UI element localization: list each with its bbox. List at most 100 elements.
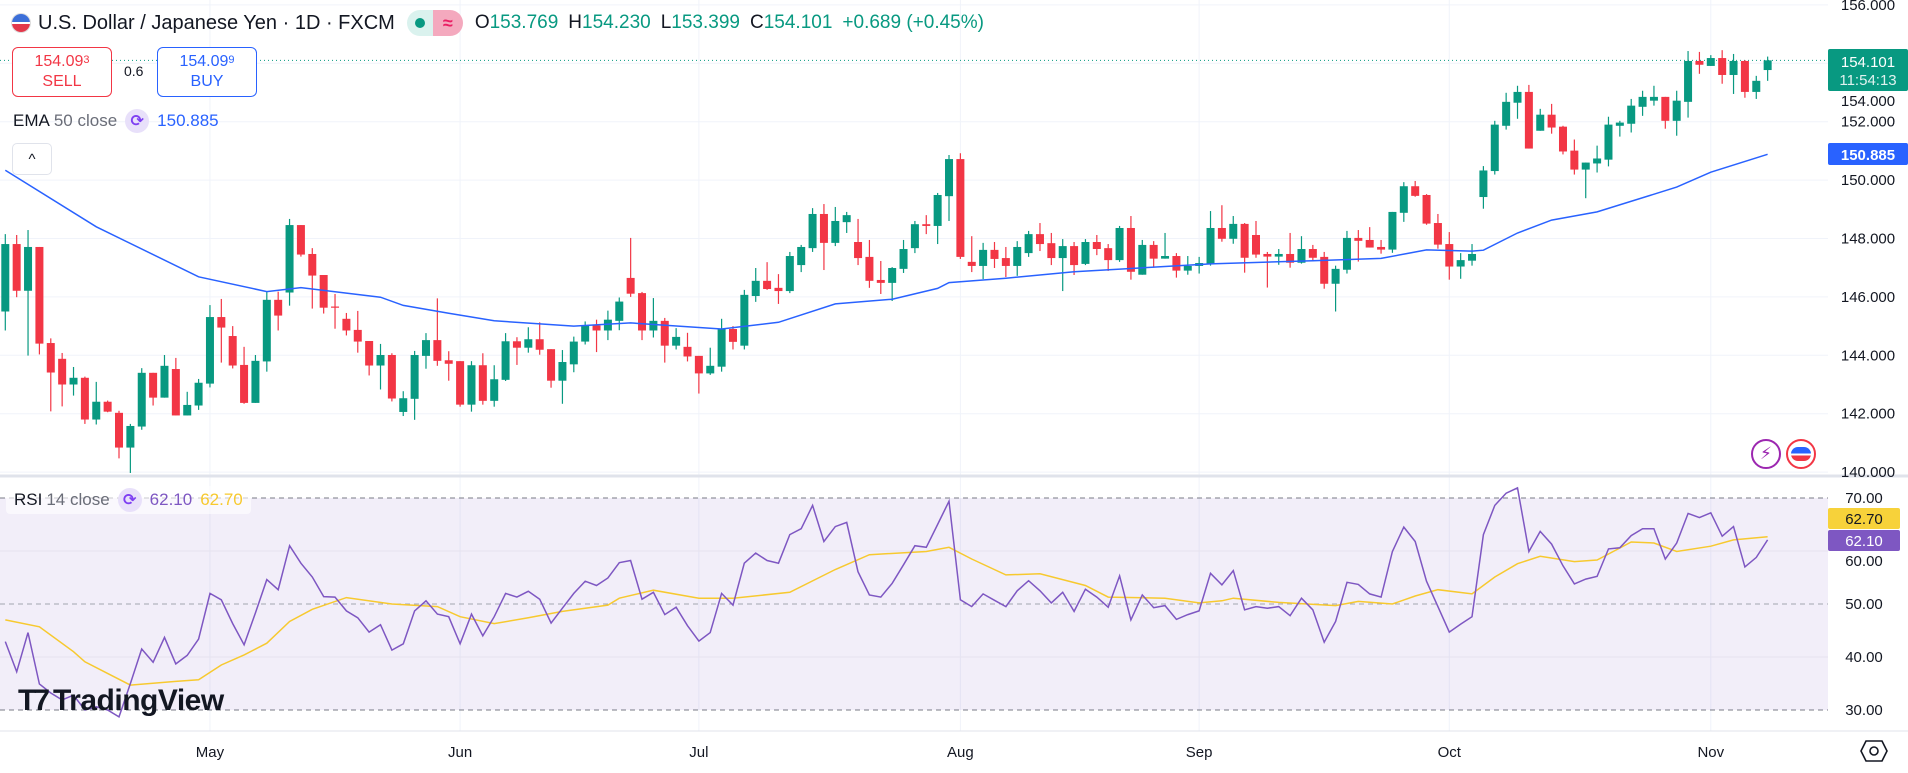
buy-pip: 9 — [228, 54, 235, 66]
candle-body — [979, 249, 988, 266]
candle-body — [1354, 237, 1363, 241]
candle-up — [899, 239, 908, 273]
us-flag-event-icon[interactable] — [1786, 439, 1816, 469]
candle-down — [217, 298, 226, 363]
candle-body — [1138, 244, 1147, 275]
candle-down — [274, 291, 283, 331]
candle-body — [58, 358, 67, 385]
time-tick-label: Aug — [947, 744, 974, 761]
candle-down — [1740, 60, 1749, 98]
last-price-badge: 154.101 11:54:13 — [1828, 49, 1908, 91]
candle-body — [342, 318, 351, 331]
candle-up — [797, 244, 806, 273]
price-tick-label: 144.000 — [1841, 347, 1895, 364]
candle-body — [1729, 60, 1738, 75]
market-status-badge[interactable]: ≈ — [406, 10, 463, 36]
candle-body — [1183, 265, 1192, 271]
rsi-name: RSI — [14, 490, 43, 509]
candle-body — [1308, 249, 1317, 258]
candle-body — [1058, 246, 1067, 259]
candle-body — [285, 225, 294, 293]
candle-body — [1502, 101, 1511, 126]
candle-up — [467, 361, 476, 412]
candle-down — [819, 204, 828, 271]
time-tick-label: Sep — [1186, 744, 1213, 761]
candle-down — [1320, 251, 1329, 289]
candle-body — [35, 246, 44, 344]
candle-up — [160, 355, 169, 398]
candle-down — [1433, 213, 1442, 249]
candle-down — [433, 298, 442, 366]
ema-legend[interactable]: EMA 50 close ⟳ 150.885 — [13, 109, 219, 133]
candle-down — [1570, 139, 1579, 175]
candle-up — [1456, 253, 1465, 279]
candle-down — [1558, 125, 1567, 155]
candle-body — [205, 317, 214, 384]
candle-body — [1001, 258, 1010, 266]
candle-body — [1638, 96, 1647, 107]
candle-body — [1468, 253, 1477, 261]
lightning-icon[interactable]: ⚡ — [1751, 439, 1781, 469]
candle-down — [296, 225, 305, 257]
rsi-value: 62.10 — [149, 490, 193, 509]
candle-body — [1684, 60, 1693, 102]
candle-down — [115, 410, 123, 459]
candle-up — [910, 220, 919, 254]
change-value: +0.689 (+0.45%) — [842, 12, 984, 33]
time-axis[interactable]: May Jun Jul Aug Sep Oct Nov — [196, 744, 1725, 761]
candle-body — [740, 294, 749, 346]
candle-body — [831, 220, 840, 243]
candle-body — [728, 329, 737, 342]
candle-down — [922, 215, 931, 235]
buy-button[interactable]: 154.099 BUY — [157, 47, 257, 97]
symbol-legend: U.S. Dollar / Japanese Yen · 1D · FXCM ≈… — [12, 9, 984, 37]
candle-body — [1297, 249, 1306, 263]
candle-up — [1229, 216, 1238, 244]
time-tick-label: Jul — [689, 744, 708, 761]
candle-down — [12, 234, 21, 298]
candle-body — [1286, 253, 1295, 263]
candle-down — [1263, 251, 1272, 288]
candle-up — [524, 327, 533, 353]
candle-body — [467, 365, 476, 405]
candle-body — [1433, 223, 1442, 245]
candle-up — [126, 423, 135, 473]
refresh-icon[interactable]: ⟳ — [125, 109, 150, 133]
candle-body — [956, 159, 965, 257]
low-label: L — [660, 12, 672, 33]
rsi-axis[interactable]: 70.00 60.00 50.00 40.00 30.00 — [1845, 490, 1883, 719]
candle-body — [1331, 268, 1340, 284]
rsi-ma-line[interactable] — [5, 535, 1768, 686]
time-tick-label: Oct — [1438, 744, 1462, 761]
candle-up — [1536, 108, 1545, 131]
chart-settings-icon[interactable] — [1860, 738, 1888, 764]
candle-down — [865, 239, 874, 288]
candle-body — [1274, 253, 1283, 257]
candle-up — [1627, 98, 1636, 133]
sell-button[interactable]: 154.093 SELL — [12, 47, 112, 97]
candle-down — [1001, 246, 1010, 278]
candle-up — [1206, 211, 1215, 266]
ema-line[interactable] — [4, 153, 1768, 330]
candle-body — [1411, 186, 1420, 196]
candle-body — [1252, 234, 1260, 255]
refresh-icon[interactable]: ⟳ — [117, 488, 142, 512]
candle-up — [831, 206, 840, 247]
symbol-title[interactable]: U.S. Dollar / Japanese Yen · 1D · FXCM — [38, 11, 395, 34]
rsi-line[interactable] — [4, 486, 1769, 719]
candle-up — [1638, 90, 1647, 116]
rsi-ma-value-badge: 62.70 — [1828, 508, 1900, 529]
candle-body — [945, 159, 954, 197]
candle-body — [1377, 246, 1386, 250]
rsi-legend[interactable]: RSI 14 close ⟳ 62.10 62.70 — [6, 486, 251, 514]
candle-body — [854, 242, 863, 259]
candle-down — [365, 340, 374, 376]
candle-up — [92, 381, 101, 425]
tradingview-logo[interactable]: T7 TradingView — [18, 684, 224, 718]
candle-body — [115, 412, 123, 448]
time-tick-label: May — [196, 744, 225, 761]
rsi-badge-value: 62.10 — [1845, 533, 1883, 550]
price-axis[interactable]: 156.000 154.000 152.000 150.000 148.000 146.0… — [1841, 0, 1895, 481]
collapse-legend-button[interactable]: ^ — [12, 143, 52, 175]
